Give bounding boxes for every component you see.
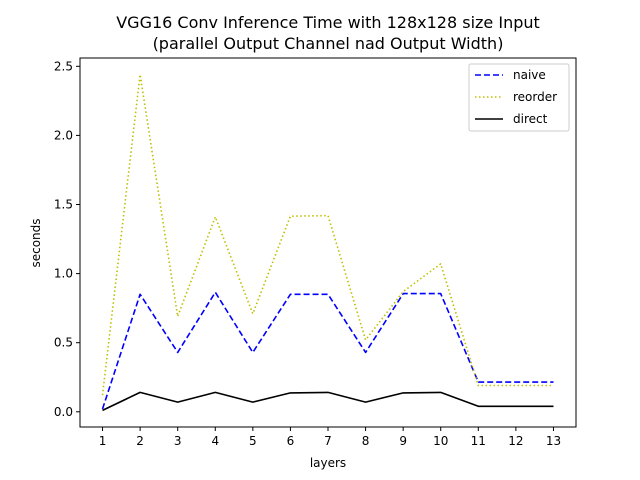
y-tick-label: 1.0 — [54, 267, 73, 281]
chart-title-line2: (parallel Output Channel nad Output Widt… — [153, 34, 504, 53]
y-tick-label: 2.0 — [54, 128, 73, 142]
chart-title-line1: VGG16 Conv Inference Time with 128x128 s… — [116, 13, 540, 32]
y-axis: 0.0 0.5 1.0 1.5 2.0 2.5 — [54, 59, 80, 419]
x-tick-label: 6 — [287, 434, 295, 448]
legend-label-naive: naive — [513, 68, 546, 82]
x-tick-label: 8 — [362, 434, 370, 448]
y-tick-label: 0.5 — [54, 336, 73, 350]
x-tick-label: 4 — [211, 434, 219, 448]
x-tick-label: 9 — [399, 434, 407, 448]
legend: naive reorder direct — [468, 63, 570, 132]
series-line-reorder — [101, 73, 554, 396]
series-group — [101, 73, 554, 412]
legend-label-direct: direct — [513, 112, 548, 126]
x-tick-label: 1 — [99, 434, 107, 448]
y-tick-label: 0.0 — [54, 405, 73, 419]
legend-label-reorder: reorder — [513, 90, 557, 104]
x-tick-label: 12 — [508, 434, 523, 448]
x-tick-label: 13 — [546, 434, 561, 448]
x-tick-label: 2 — [136, 434, 144, 448]
series-line-naive — [101, 291, 554, 410]
x-tick-label: 10 — [433, 434, 448, 448]
y-tick-label: 2.5 — [54, 59, 73, 73]
x-tick-label: 5 — [249, 434, 257, 448]
series-line-direct — [102, 391, 554, 412]
x-tick-label: 3 — [174, 434, 182, 448]
x-tick-label: 7 — [324, 434, 332, 448]
y-tick-label: 1.5 — [54, 197, 73, 211]
x-axis: 1 2 3 4 5 6 7 8 9 10 11 12 13 — [99, 427, 561, 448]
legend-box — [468, 63, 570, 132]
x-tick-label: 11 — [471, 434, 486, 448]
x-axis-label: layers — [310, 456, 346, 470]
y-axis-label: seconds — [29, 218, 43, 267]
